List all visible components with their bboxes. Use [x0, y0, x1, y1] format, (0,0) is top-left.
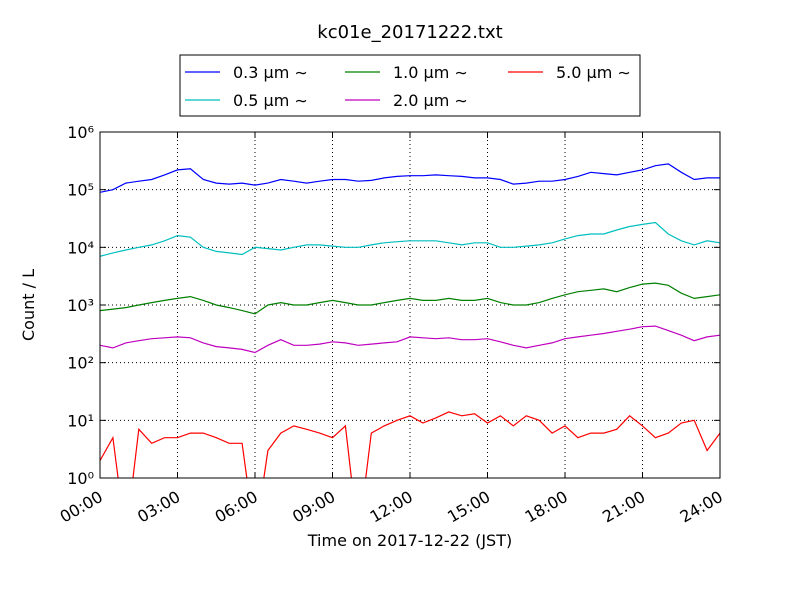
y-tick-label: 10⁰ — [67, 469, 94, 488]
series-line — [100, 325, 720, 354]
series-line — [100, 282, 720, 315]
plot-area — [100, 163, 720, 478]
series-line — [100, 163, 720, 193]
y-tick-label: 10⁴ — [67, 238, 94, 257]
y-axis-label: Count / L — [19, 269, 38, 341]
y-tick-label: 10⁵ — [67, 181, 94, 200]
chart-title: kc01e_20171222.txt — [317, 22, 502, 43]
legend — [179, 54, 641, 117]
y-tick-label: 10⁶ — [67, 123, 94, 142]
legend-label: 2.0 μm ∼ — [393, 91, 468, 110]
legend-label: 5.0 μm ∼ — [556, 63, 631, 82]
y-tick-label: 10³ — [67, 296, 94, 315]
y-tick-label: 10² — [67, 354, 94, 373]
x-axis-label: Time on 2017-12-22 (JST) — [307, 531, 512, 550]
legend-label: 0.3 μm ∼ — [233, 63, 308, 82]
legend-label: 0.5 μm ∼ — [233, 91, 308, 110]
y-tick-label: 10¹ — [67, 411, 94, 430]
series-line — [100, 221, 720, 257]
legend-label: 1.0 μm ∼ — [393, 63, 468, 82]
series-line — [100, 411, 720, 478]
